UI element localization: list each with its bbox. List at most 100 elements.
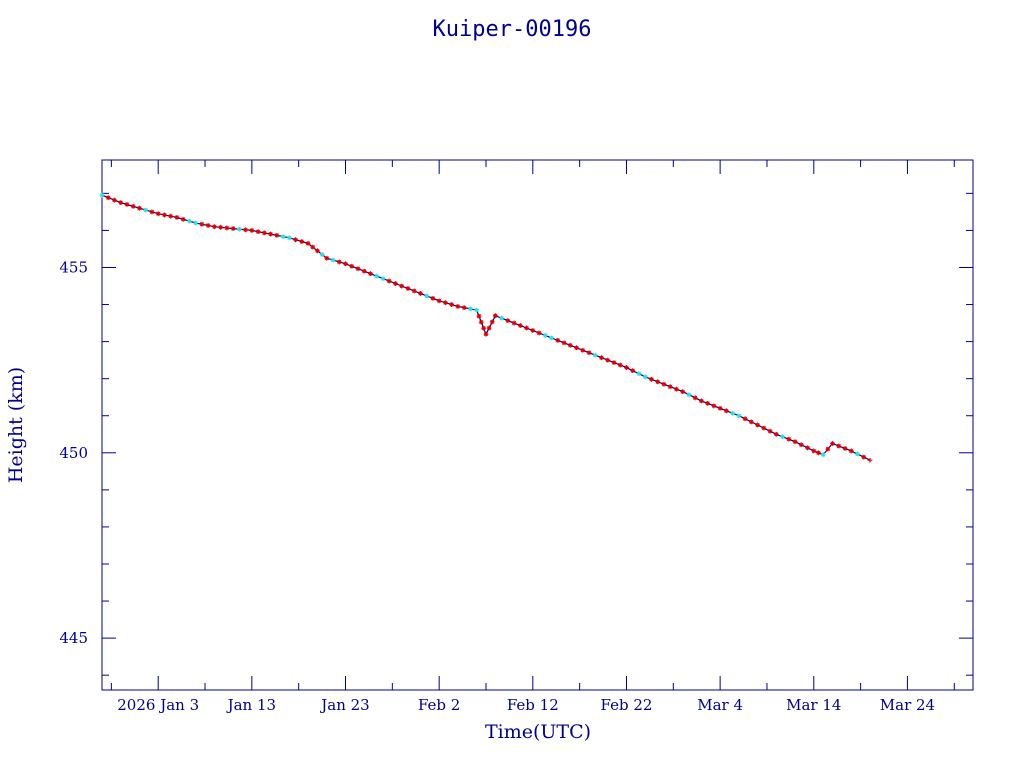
y-tick-label: 455 (59, 258, 88, 276)
data-point-marker (848, 448, 854, 454)
data-point-marker (99, 192, 105, 198)
y-tick-label: 445 (59, 629, 88, 647)
data-point-marker (836, 443, 842, 449)
data-point-marker (411, 288, 417, 294)
y-tick-label: 450 (59, 444, 88, 462)
data-point-marker (499, 315, 504, 321)
data-point-marker (636, 371, 642, 377)
data-point-marker (236, 226, 242, 232)
data-point-marker (792, 439, 798, 445)
data-point-marker (174, 215, 180, 220)
data-point-marker (249, 228, 255, 233)
data-point-marker (481, 325, 487, 331)
data-point-marker (511, 320, 517, 326)
data-point-marker (430, 295, 436, 301)
data-point-marker (617, 362, 623, 368)
data-point-marker (630, 368, 636, 374)
data-point-marker (137, 205, 142, 211)
data-point-marker (211, 224, 217, 230)
y-axis-label: Height (km) (5, 367, 27, 483)
data-point-marker (315, 248, 320, 254)
data-point-marker (324, 255, 330, 261)
data-point-marker (405, 286, 411, 291)
data-point-marker (867, 457, 873, 463)
data-point-marker (530, 328, 536, 333)
data-point-marker (624, 365, 629, 370)
data-point-marker (748, 419, 754, 425)
data-point-marker (478, 319, 484, 325)
x-tick-label: 2026 Jan 3 (117, 696, 199, 714)
data-point-marker (355, 266, 361, 272)
data-point-marker (130, 203, 136, 209)
data-point-marker (549, 335, 554, 341)
data-point-marker (305, 240, 311, 246)
data-point-marker (368, 271, 373, 277)
data-point-marker (642, 374, 648, 380)
data-point-marker (798, 442, 804, 448)
data-point-marker (555, 337, 561, 343)
data-point-marker (861, 454, 867, 460)
data-point-marker (680, 389, 686, 395)
data-point-marker (661, 381, 667, 387)
data-point-marker (105, 195, 111, 201)
data-point-marker (374, 273, 380, 279)
x-axis-label: Time(UTC) (485, 721, 591, 743)
series-line (101, 194, 871, 461)
data-point-marker (811, 448, 817, 454)
data-point-marker (517, 323, 523, 328)
data-point-marker (667, 384, 673, 390)
x-tick-label: Jan 13 (226, 696, 276, 714)
data-point-marker (424, 293, 430, 299)
x-tick-label: Feb 12 (507, 696, 559, 714)
data-point-marker (180, 216, 186, 222)
axis-ticks (102, 160, 973, 690)
data-point-marker (476, 313, 482, 319)
x-tick-label: Feb 2 (418, 696, 460, 714)
data-point-marker (455, 303, 461, 309)
data-point-marker (755, 422, 760, 428)
x-tick-label: Mar 24 (880, 696, 935, 714)
data-point-marker (805, 445, 810, 451)
data-point-marker (611, 360, 617, 366)
data-point-marker (542, 333, 548, 338)
data-point-marker (723, 408, 729, 414)
data-point-marker (574, 345, 579, 351)
data-point-marker (380, 276, 386, 282)
data-point-marker (118, 200, 124, 206)
data-point-marker (230, 226, 236, 231)
data-point-marker (286, 235, 292, 241)
data-point-marker (524, 325, 529, 331)
data-point-marker (187, 218, 192, 224)
data-point-marker (655, 379, 661, 385)
data-point-marker (143, 207, 149, 213)
data-point-marker (825, 446, 831, 452)
data-point-marker (580, 347, 586, 353)
data-point-marker (280, 234, 286, 239)
data-point-marker (830, 441, 835, 446)
data-point-marker (730, 410, 736, 416)
data-point-marker (686, 392, 692, 398)
data-point-marker (205, 223, 211, 228)
data-point-marker (293, 237, 298, 243)
x-tick-label: Mar 14 (786, 696, 841, 714)
data-point-marker (349, 263, 355, 269)
data-point-marker (255, 229, 261, 235)
data-point-marker (674, 386, 679, 392)
data-point-marker (767, 428, 773, 434)
data-point-marker (698, 398, 704, 404)
data-point-marker (492, 313, 498, 319)
data-point-marker (461, 305, 467, 311)
x-tick-label: Mar 4 (697, 696, 743, 714)
data-point-marker (711, 403, 717, 409)
data-point-marker (717, 405, 723, 411)
data-point-marker (567, 342, 573, 348)
data-point-marker (449, 302, 455, 307)
data-point-marker (561, 340, 567, 346)
data-point-marker (436, 298, 442, 304)
data-point-marker (124, 202, 130, 207)
data-point-marker (483, 331, 489, 337)
data-point-marker (474, 307, 480, 313)
data-point-marker (773, 431, 779, 437)
data-point-marker (261, 230, 267, 236)
